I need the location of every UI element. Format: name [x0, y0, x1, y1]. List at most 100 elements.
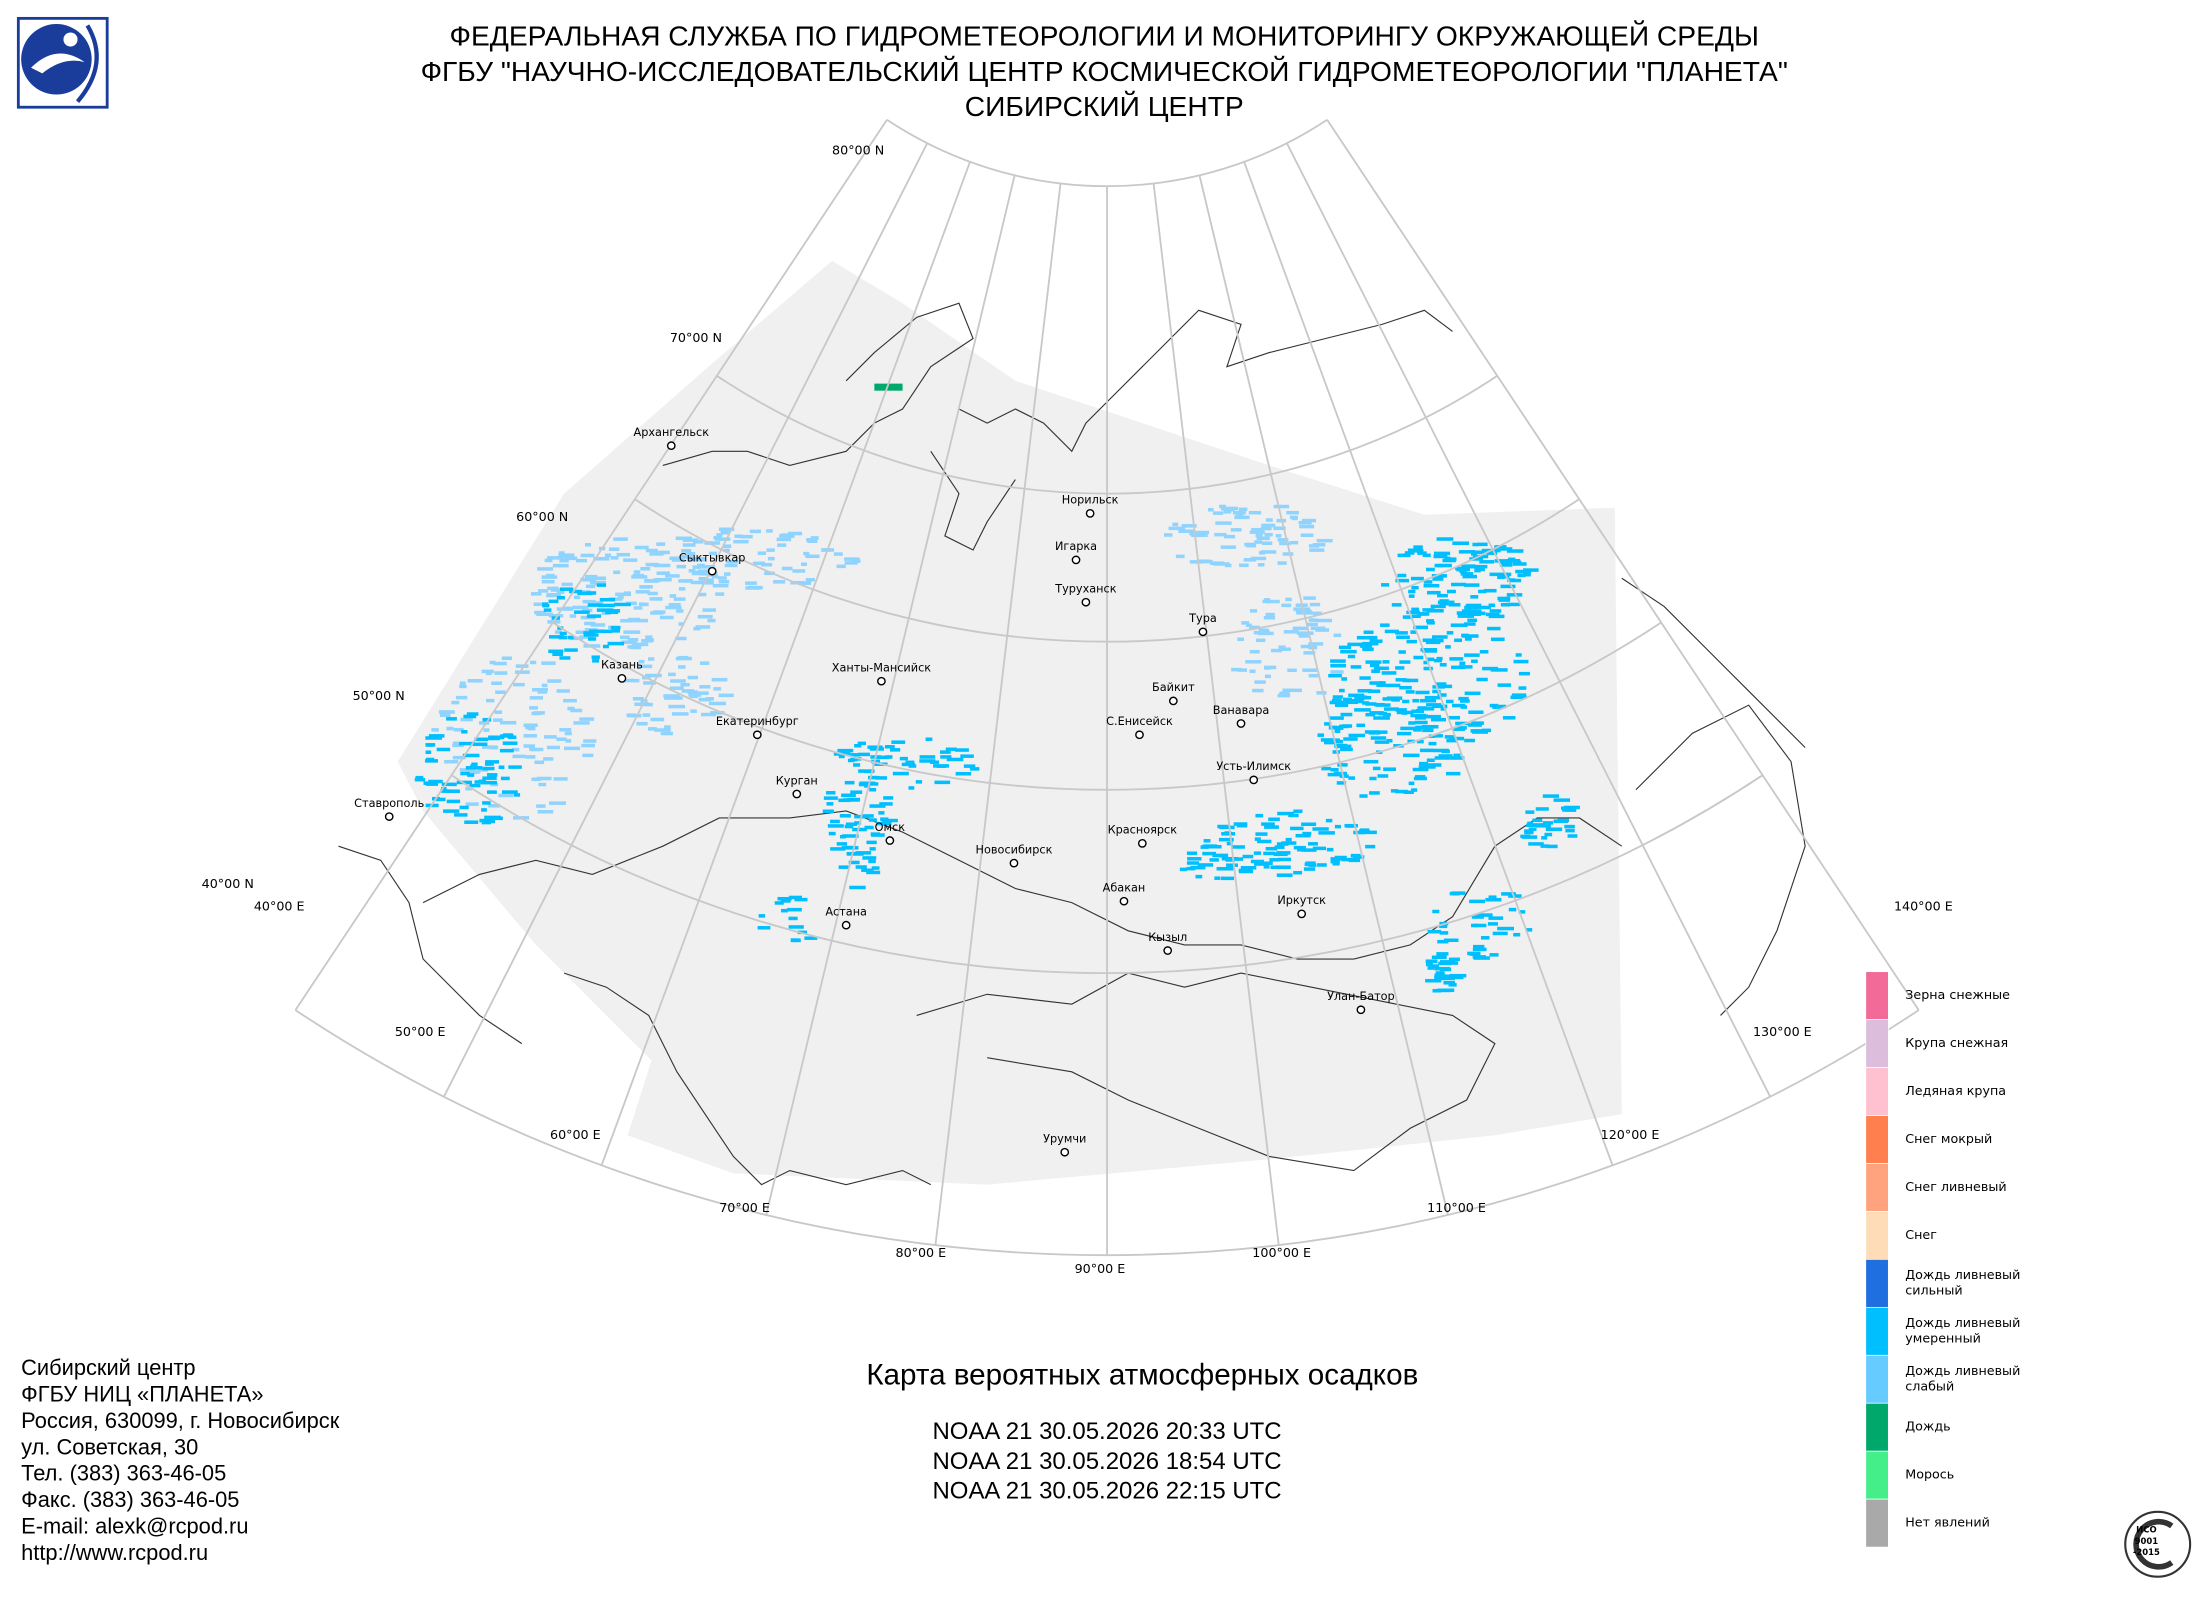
precip-cell: [1508, 907, 1517, 912]
precip-cell: [1264, 665, 1277, 670]
legend-label: Дождь ливневый: [1905, 1363, 2020, 1378]
precip-cell: [656, 551, 665, 555]
precip-cell: [1268, 817, 1280, 822]
precip-cell: [1202, 851, 1217, 856]
precip-cell: [1309, 602, 1321, 607]
precip-cell: [541, 683, 548, 688]
precip-cell: [592, 659, 600, 663]
precip-cell: [847, 758, 855, 763]
precip-cell: [1264, 825, 1279, 829]
header-line: ФЕДЕРАЛЬНАЯ СЛУЖБА ПО ГИДРОМЕТЕОРОЛОГИИ …: [450, 20, 1759, 52]
precip-cell: [529, 746, 535, 751]
precip-cell: [664, 725, 671, 729]
precip-cell: [569, 614, 577, 618]
precip-cell: [1423, 580, 1433, 584]
precip-cell: [1381, 583, 1390, 587]
precip-cell: [1407, 739, 1415, 744]
precip-cell: [414, 777, 426, 782]
precip-cell: [559, 631, 567, 636]
contact-line: Тел. (383) 363-46-05: [21, 1461, 226, 1486]
precip-cell: [558, 553, 575, 557]
precip-cell: [1412, 698, 1420, 703]
precip-cell: [508, 765, 522, 769]
precip-cell: [563, 698, 577, 703]
precip-cell: [1525, 928, 1533, 932]
precip-cell: [567, 706, 575, 711]
precip-cell: [1402, 615, 1414, 619]
precip-cell: [752, 561, 766, 566]
precip-cell: [1404, 551, 1415, 555]
precip-cell: [1395, 708, 1407, 712]
precip-cell: [669, 686, 684, 690]
precip-cell: [515, 670, 530, 674]
precip-cell: [1474, 567, 1485, 572]
precip-cell: [1309, 548, 1325, 552]
precip-cell: [561, 582, 573, 587]
precip-cell: [631, 642, 649, 647]
logo: [16, 16, 109, 109]
precip-cell: [1369, 663, 1380, 668]
precip-cell: [1340, 649, 1357, 654]
precip-cell: [1316, 538, 1333, 543]
precip-cell: [494, 710, 503, 714]
precip-cell: [1292, 626, 1309, 631]
precip-cell: [556, 689, 570, 693]
precip-cell: [1245, 660, 1262, 664]
precip-cell: [491, 681, 503, 686]
precip-cell: [501, 656, 512, 661]
legend-swatch: [1865, 1450, 1889, 1500]
precip-cell: [1301, 822, 1317, 827]
precip-cell: [777, 543, 787, 547]
precip-cell: [556, 590, 565, 594]
precip-cell: [1189, 531, 1196, 536]
legend-swatch: [1865, 1163, 1889, 1212]
precip-cell: [669, 556, 680, 561]
precip-cell: [663, 694, 680, 698]
precip-cell: [1281, 841, 1297, 845]
precip-cell: [1381, 671, 1397, 675]
precip-cell: [1339, 774, 1349, 778]
precip-cell: [1356, 723, 1366, 728]
precip-cell: [577, 591, 593, 596]
precip-cell: [1277, 538, 1289, 542]
precip-cell: [570, 708, 583, 713]
precip-cell: [1246, 543, 1257, 548]
precip-cell: [1329, 716, 1344, 720]
precip-cell: [544, 558, 553, 563]
precip-cell: [536, 804, 546, 808]
precip-cell: [1468, 609, 1482, 614]
precip-cell: [575, 558, 588, 563]
contact-line: ФГБУ НИЦ «ПЛАНЕТА»: [21, 1382, 263, 1407]
precip-cell: [1278, 645, 1286, 649]
city-marker: [1060, 1147, 1070, 1157]
precip-cell: [1297, 847, 1305, 852]
precip-cell: [1365, 660, 1382, 664]
precip-cell: [919, 759, 936, 763]
precip-cell: [493, 718, 503, 722]
precip-cell: [1273, 852, 1288, 857]
precip-cell: [1348, 733, 1366, 738]
precip-cell: [455, 695, 468, 700]
precip-cell: [482, 766, 495, 771]
precip-cell: [1453, 727, 1466, 731]
precip-cell: [1464, 653, 1480, 657]
precip-cell: [1413, 655, 1424, 660]
precip-cell: [593, 557, 610, 561]
precip-cell: [1347, 654, 1356, 659]
legend-label: Снег ливневый: [1905, 1179, 2006, 1194]
precip-cell: [636, 721, 648, 726]
precip-cell: [472, 742, 488, 747]
precip-cell: [879, 802, 893, 806]
precip-cell: [546, 593, 560, 598]
precip-cell: [488, 736, 500, 741]
precip-cell: [1415, 716, 1426, 720]
precip-cell: [1419, 748, 1434, 753]
precip-cell: [633, 606, 643, 610]
precip-cell: [610, 556, 619, 560]
precip-cell: [1463, 622, 1476, 626]
precip-cell: [1432, 909, 1440, 914]
precip-cell: [1487, 626, 1501, 631]
precip-cell: [1397, 573, 1407, 578]
precip-cell: [697, 563, 705, 568]
precip-cell: [1502, 716, 1516, 720]
